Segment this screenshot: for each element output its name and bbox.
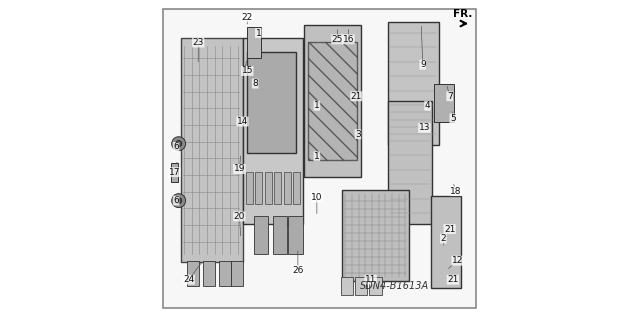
Text: 26: 26 <box>292 266 303 275</box>
FancyBboxPatch shape <box>243 38 303 224</box>
FancyBboxPatch shape <box>163 9 476 308</box>
FancyBboxPatch shape <box>304 25 361 177</box>
Bar <box>293 172 300 204</box>
Bar <box>284 172 291 204</box>
Bar <box>246 172 253 204</box>
Text: 9: 9 <box>420 60 426 69</box>
Text: FR.: FR. <box>452 9 472 19</box>
Bar <box>289 216 303 254</box>
Text: SDN4-B1613A: SDN4-B1613A <box>360 281 429 291</box>
Bar <box>253 216 268 254</box>
Text: 7: 7 <box>447 92 452 101</box>
Text: 16: 16 <box>342 35 354 44</box>
Text: 11: 11 <box>365 275 376 284</box>
Text: 21: 21 <box>351 92 362 101</box>
Bar <box>203 261 215 286</box>
Text: 17: 17 <box>169 168 180 177</box>
Text: 21: 21 <box>447 275 458 284</box>
Bar <box>308 42 357 160</box>
Text: 20: 20 <box>234 212 245 221</box>
Text: 1: 1 <box>255 28 261 38</box>
Text: 22: 22 <box>242 13 253 22</box>
Text: 15: 15 <box>241 66 253 76</box>
Circle shape <box>175 141 182 147</box>
Text: 1: 1 <box>314 101 320 110</box>
Text: 18: 18 <box>450 187 461 196</box>
Text: 25: 25 <box>332 35 343 44</box>
FancyBboxPatch shape <box>388 22 438 145</box>
Bar <box>355 277 367 295</box>
Bar <box>255 172 262 204</box>
Bar <box>187 261 199 286</box>
Circle shape <box>172 194 186 208</box>
Text: 13: 13 <box>419 123 430 132</box>
Text: 6: 6 <box>173 142 179 151</box>
Bar <box>247 52 296 153</box>
Text: 14: 14 <box>237 117 248 126</box>
Text: 23: 23 <box>193 38 204 47</box>
Bar <box>265 172 271 204</box>
Text: 5: 5 <box>450 114 456 123</box>
Text: 3: 3 <box>355 130 361 139</box>
Bar <box>340 277 353 295</box>
Circle shape <box>172 137 186 151</box>
Text: 21: 21 <box>444 225 455 234</box>
Text: 10: 10 <box>311 193 323 202</box>
Text: 24: 24 <box>183 275 195 284</box>
Bar <box>369 277 381 295</box>
FancyBboxPatch shape <box>388 101 432 224</box>
Text: 8: 8 <box>252 79 258 88</box>
Text: 6: 6 <box>173 196 179 205</box>
FancyBboxPatch shape <box>181 38 243 262</box>
Text: 1: 1 <box>314 152 320 161</box>
Text: 12: 12 <box>452 256 463 265</box>
Bar <box>247 27 262 58</box>
FancyBboxPatch shape <box>431 196 461 287</box>
Bar <box>274 172 281 204</box>
Text: 19: 19 <box>234 165 245 174</box>
Bar <box>273 216 287 254</box>
Circle shape <box>175 197 182 204</box>
Bar <box>219 261 231 286</box>
Bar <box>172 163 178 182</box>
Text: 4: 4 <box>425 101 430 110</box>
Bar <box>232 261 243 286</box>
FancyBboxPatch shape <box>342 189 408 281</box>
Text: 2: 2 <box>440 234 446 243</box>
Bar <box>434 84 454 122</box>
